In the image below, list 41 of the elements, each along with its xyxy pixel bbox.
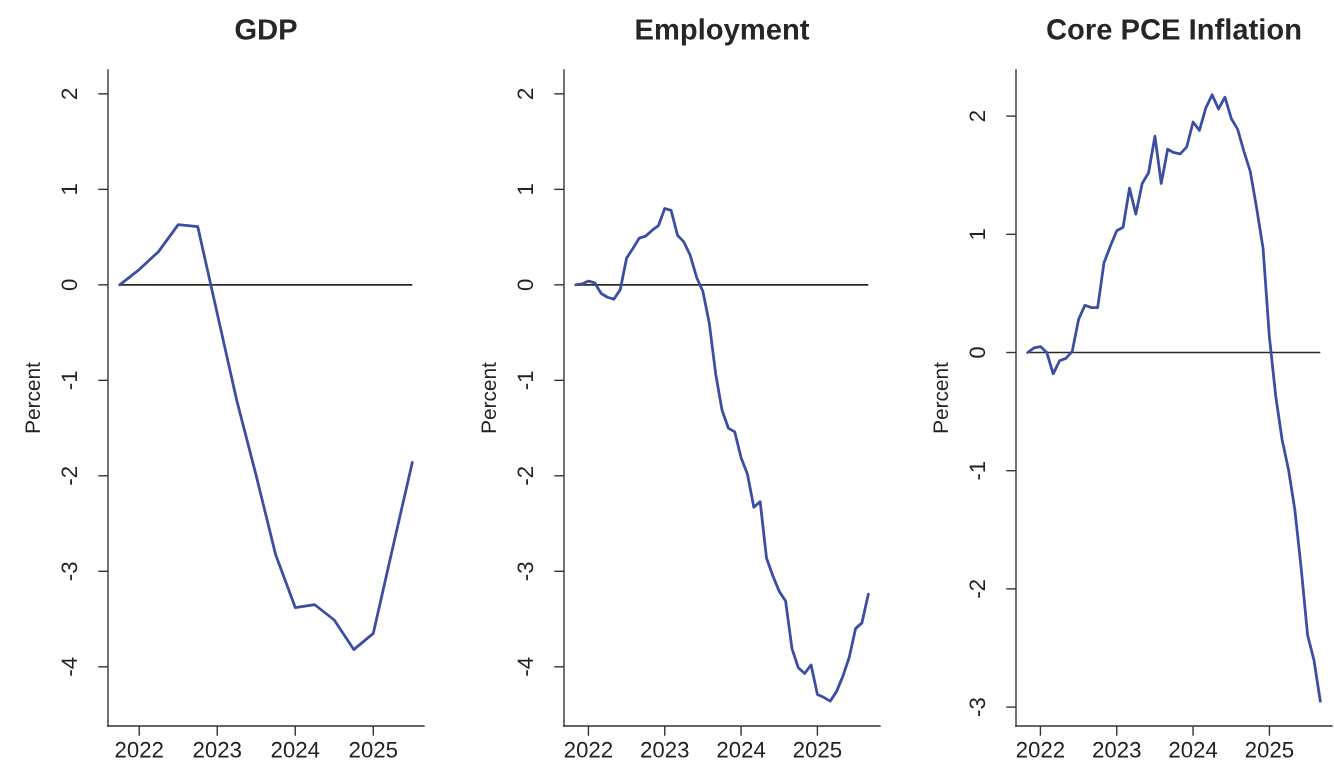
line-series — [574, 207, 870, 703]
y-axis-title: Percent — [933, 362, 949, 433]
y-tick-label: -4 — [517, 657, 533, 676]
y-tick-label: 0 — [969, 347, 986, 358]
y-tick-label: 1 — [517, 184, 533, 194]
x-tick-label: 2024 — [271, 741, 320, 758]
y-tick-label: -3 — [969, 698, 986, 716]
x-tick-label: 2022 — [1016, 741, 1065, 758]
y-tick-label: -1 — [517, 371, 533, 390]
y-tick-label: -2 — [517, 467, 533, 485]
y-tick-label: 2 — [61, 88, 77, 99]
y-tick-label: 0 — [61, 279, 78, 291]
y-tick-label: 2 — [969, 111, 985, 122]
x-tick-label: 2025 — [1245, 741, 1294, 758]
y-tick-label: -3 — [61, 562, 78, 581]
y-axis-title: Percent — [25, 362, 41, 433]
x-tick-label: 2025 — [793, 741, 842, 758]
line-series — [1026, 93, 1322, 703]
y-tick-label: -2 — [969, 580, 985, 598]
y-tick-label: 1 — [61, 184, 77, 194]
x-tick-label: 2023 — [641, 741, 689, 758]
y-axis-title: Percent — [481, 362, 497, 433]
chart-title: Core PCE Inflation — [1047, 18, 1301, 40]
x-tick-label: 2022 — [115, 741, 163, 758]
x-tick-label: 2024 — [1169, 741, 1218, 758]
y-tick-label: 1 — [969, 229, 985, 239]
y-tick-label: -3 — [517, 562, 534, 581]
chart-title: Employment — [636, 18, 810, 46]
y-tick-label: 0 — [517, 279, 534, 291]
y-tick-label: -1 — [61, 371, 77, 390]
x-tick-label: 2023 — [1093, 741, 1141, 758]
x-tick-label: 2022 — [564, 741, 613, 758]
x-tick-label: 2023 — [193, 741, 241, 758]
y-tick-label: -2 — [61, 467, 77, 485]
x-tick-label: 2025 — [349, 741, 398, 758]
chart-title: GDP — [235, 19, 297, 40]
y-tick-label: -4 — [61, 657, 77, 676]
y-tick-label: -1 — [969, 461, 985, 480]
x-tick-label: 2024 — [717, 741, 766, 758]
y-tick-label: 2 — [517, 88, 533, 99]
line-series — [118, 223, 414, 651]
